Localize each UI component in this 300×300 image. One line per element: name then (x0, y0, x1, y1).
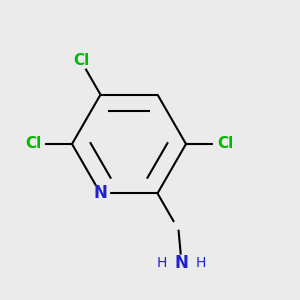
Ellipse shape (172, 255, 190, 270)
Ellipse shape (22, 136, 44, 152)
Text: H: H (157, 256, 167, 270)
Text: N: N (175, 254, 188, 272)
Ellipse shape (214, 136, 236, 152)
Text: N: N (94, 184, 107, 202)
Text: Cl: Cl (217, 136, 233, 152)
Ellipse shape (92, 186, 110, 201)
Text: Cl: Cl (73, 53, 89, 68)
Text: H: H (196, 256, 206, 270)
Text: Cl: Cl (25, 136, 41, 152)
Ellipse shape (70, 53, 92, 68)
